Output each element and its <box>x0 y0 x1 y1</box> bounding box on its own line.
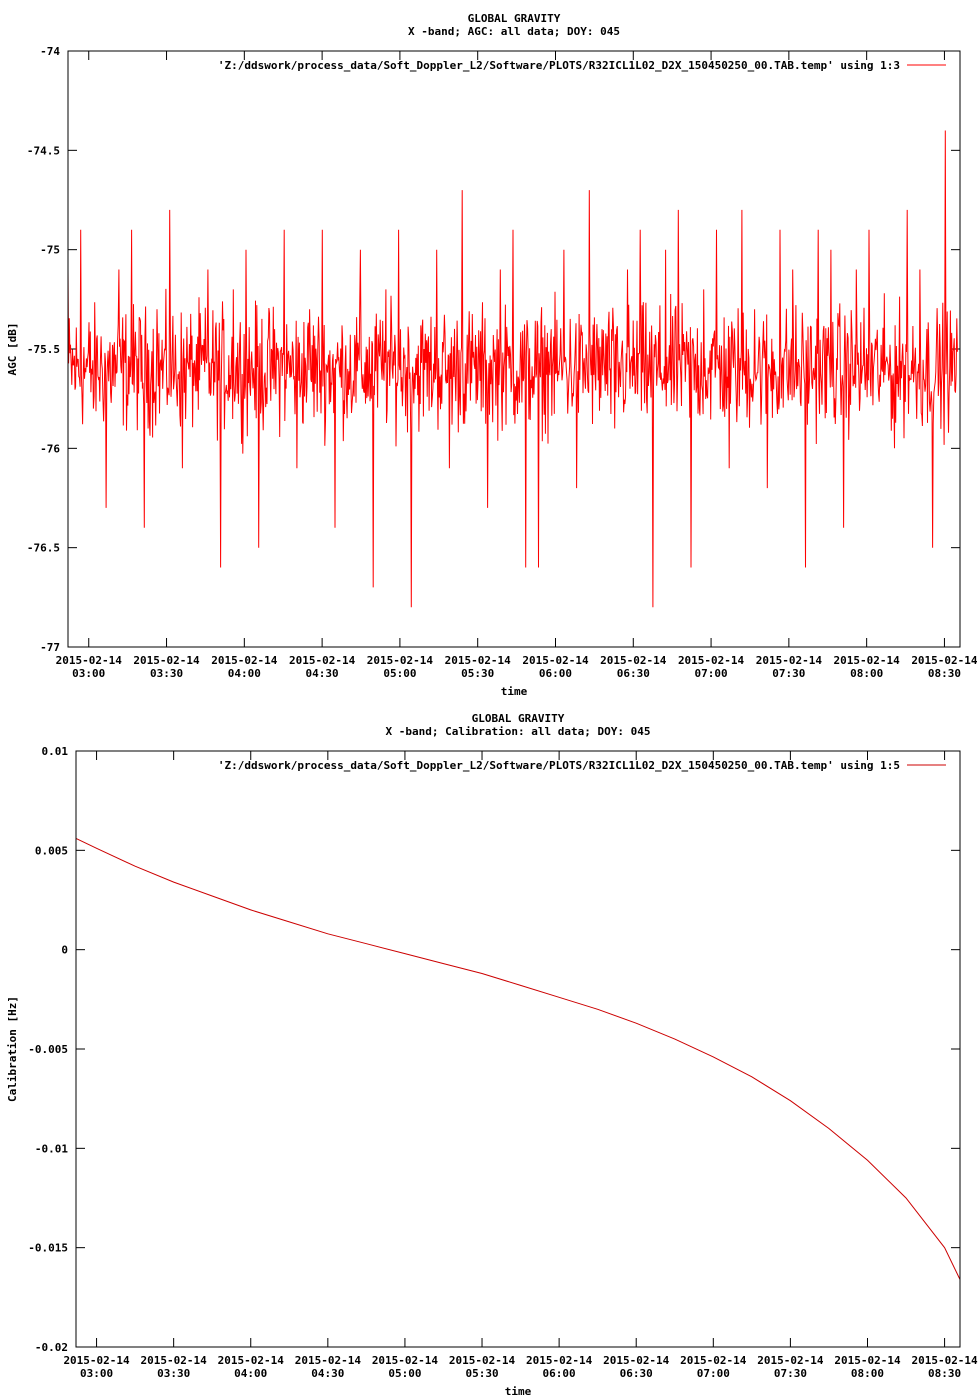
x-tick-time-label: 05:30 <box>465 1367 498 1380</box>
x-tick-date-label: 2015-02-14 <box>367 654 434 667</box>
chart-subtitle: X -band; AGC: all data; DOY: 045 <box>408 25 620 38</box>
x-tick-date-label: 2015-02-14 <box>834 1354 901 1367</box>
legend-label: 'Z:/ddswork/process_data/Soft_Doppler_L2… <box>218 759 900 772</box>
x-tick-time-label: 05:00 <box>383 667 416 680</box>
x-tick-time-label: 05:30 <box>461 667 494 680</box>
x-tick-date-label: 2015-02-14 <box>678 654 745 667</box>
y-tick-label: -0.01 <box>35 1142 68 1155</box>
series-line <box>67 130 958 608</box>
y-tick-label: 0 <box>61 944 68 957</box>
x-tick-time-label: 07:30 <box>772 667 805 680</box>
series-line <box>75 837 961 1280</box>
x-tick-date-label: 2015-02-14 <box>522 654 589 667</box>
chart-subtitle: X -band; Calibration: all data; DOY: 045 <box>386 725 651 738</box>
x-tick-date-label: 2015-02-14 <box>680 1354 747 1367</box>
x-tick-date-label: 2015-02-14 <box>834 654 901 667</box>
x-tick-date-label: 2015-02-14 <box>295 1354 362 1367</box>
y-tick-label: 0.005 <box>35 844 68 857</box>
y-tick-label: -76.5 <box>27 542 60 555</box>
x-tick-time-label: 08:30 <box>928 1367 961 1380</box>
y-tick-label: -74.5 <box>27 144 60 157</box>
x-tick-date-label: 2015-02-14 <box>526 1354 593 1367</box>
y-tick-label: -75.5 <box>27 343 60 356</box>
x-tick-time-label: 07:00 <box>695 667 728 680</box>
x-tick-time-label: 06:00 <box>539 667 572 680</box>
x-tick-time-label: 03:30 <box>157 1367 190 1380</box>
y-tick-label: -77 <box>40 641 60 654</box>
plot-frame <box>67 50 961 648</box>
legend-label: 'Z:/ddswork/process_data/Soft_Doppler_L2… <box>218 59 900 72</box>
x-tick-date-label: 2015-02-14 <box>133 654 200 667</box>
x-tick-date-label: 2015-02-14 <box>603 1354 670 1367</box>
x-tick-time-label: 03:00 <box>72 667 105 680</box>
chart-title: GLOBAL GRAVITY <box>468 12 561 25</box>
x-axis-label: time <box>505 1385 532 1398</box>
plot-frame <box>75 750 961 1348</box>
x-tick-time-label: 08:00 <box>851 1367 884 1380</box>
x-tick-date-label: 2015-02-14 <box>211 654 278 667</box>
x-tick-date-label: 2015-02-14 <box>449 1354 516 1367</box>
x-tick-date-label: 2015-02-14 <box>372 1354 439 1367</box>
x-tick-time-label: 07:30 <box>774 1367 807 1380</box>
x-tick-time-label: 04:00 <box>234 1367 267 1380</box>
y-tick-label: -76 <box>40 442 60 455</box>
x-tick-date-label: 2015-02-14 <box>756 654 823 667</box>
x-tick-date-label: 2015-02-14 <box>289 654 356 667</box>
x-tick-date-label: 2015-02-14 <box>600 654 667 667</box>
y-axis-label: AGC [dB] <box>6 323 19 376</box>
y-tick-label: -75 <box>40 244 60 257</box>
y-tick-label: -0.02 <box>35 1341 68 1354</box>
x-tick-date-label: 2015-02-14 <box>757 1354 824 1367</box>
x-tick-date-label: 2015-02-14 <box>218 1354 285 1367</box>
x-tick-time-label: 06:00 <box>543 1367 576 1380</box>
x-axis-label: time <box>501 685 528 698</box>
x-tick-date-label: 2015-02-14 <box>911 1354 978 1367</box>
y-tick-label: -0.015 <box>28 1242 68 1255</box>
x-tick-date-label: 2015-02-14 <box>445 654 512 667</box>
x-tick-date-label: 2015-02-14 <box>141 1354 208 1367</box>
x-tick-date-label: 2015-02-14 <box>911 654 978 667</box>
x-tick-time-label: 08:00 <box>850 667 883 680</box>
x-tick-time-label: 04:00 <box>228 667 261 680</box>
x-tick-time-label: 05:00 <box>388 1367 421 1380</box>
y-tick-label: 0.01 <box>42 745 69 758</box>
chart-title: GLOBAL GRAVITY <box>472 712 565 725</box>
x-tick-date-label: 2015-02-14 <box>56 654 123 667</box>
x-tick-time-label: 04:30 <box>311 1367 344 1380</box>
y-tick-label: -0.005 <box>28 1043 68 1056</box>
y-axis-label: Calibration [Hz] <box>6 996 19 1102</box>
x-tick-time-label: 06:30 <box>620 1367 653 1380</box>
x-tick-time-label: 07:00 <box>697 1367 730 1380</box>
x-tick-time-label: 03:00 <box>80 1367 113 1380</box>
x-tick-time-label: 06:30 <box>617 667 650 680</box>
y-tick-label: -74 <box>40 45 60 58</box>
x-tick-date-label: 2015-02-14 <box>63 1354 130 1367</box>
x-tick-time-label: 04:30 <box>306 667 339 680</box>
x-tick-time-label: 03:30 <box>150 667 183 680</box>
x-tick-time-label: 08:30 <box>928 667 961 680</box>
